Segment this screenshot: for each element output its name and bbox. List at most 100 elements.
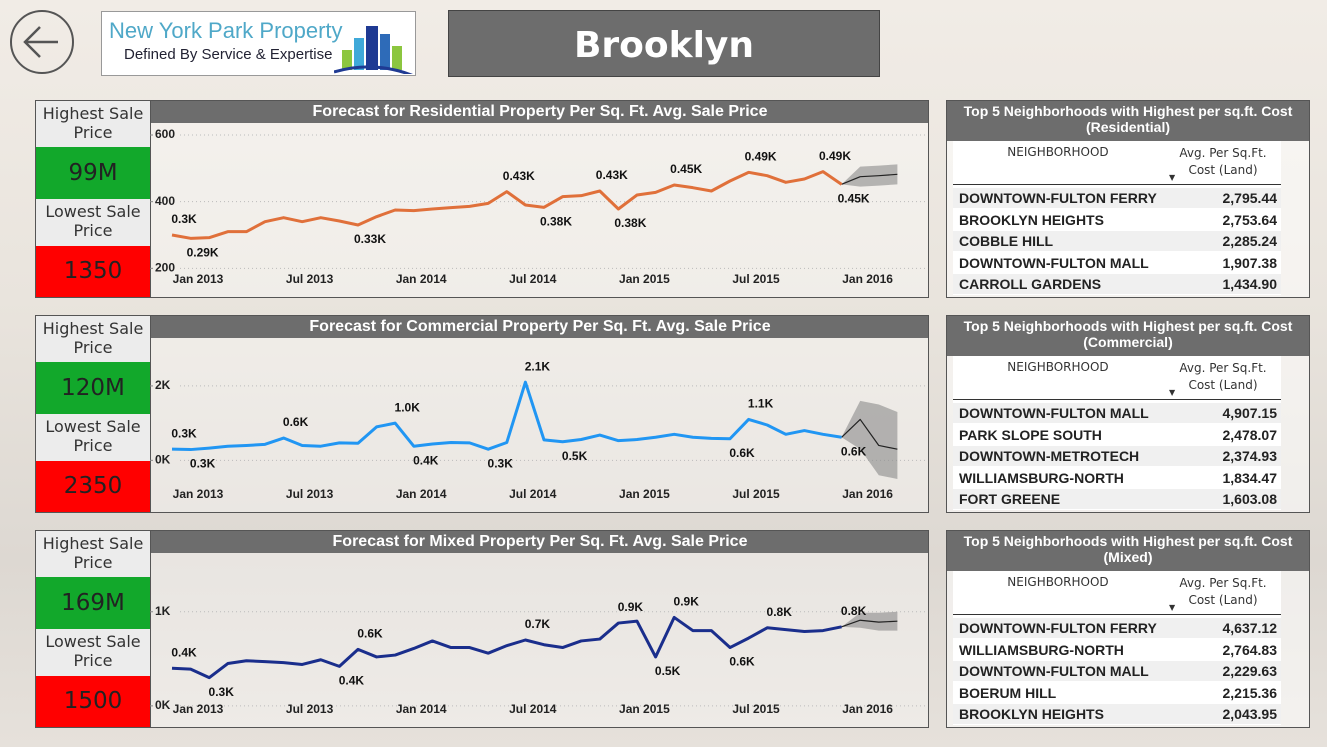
table-panel: Top 5 Neighborhoods with Highest per sq.… [946, 315, 1310, 513]
y-tick-label: 0K [155, 698, 171, 712]
x-tick-label: Jul 2014 [509, 702, 557, 716]
kpi-label: Lowest Sale Price [36, 414, 150, 461]
chart-panel [150, 100, 929, 298]
data-label: 0.6K [729, 446, 755, 460]
y-tick-label: 600 [155, 127, 175, 141]
x-tick-label: Jan 2013 [173, 702, 224, 716]
forecast-band [841, 164, 898, 187]
data-label: 2.1K [525, 359, 551, 373]
cell-value: 2,374.93 [1222, 448, 1278, 465]
x-tick-label: Jan 2016 [842, 272, 893, 286]
data-label: 0.49K [745, 150, 777, 164]
column-header: NEIGHBORHOOD [1007, 575, 1109, 589]
kpi-label: Highest Sale Price [36, 531, 150, 577]
cell-value: 2,215.36 [1222, 684, 1278, 701]
x-tick-label: Jul 2015 [732, 702, 780, 716]
data-label: 0.4K [171, 645, 197, 659]
kpi-value: 120M [36, 362, 150, 414]
cell-value: 2,764.83 [1222, 641, 1278, 658]
table-title: Top 5 Neighborhoods with Highest per sq.… [947, 101, 1309, 141]
table-row [953, 446, 1281, 467]
table-title: Top 5 Neighborhoods with Highest per sq.… [947, 531, 1309, 571]
table-title: Top 5 Neighborhoods with Highest per sq.… [947, 316, 1309, 356]
table-body: NEIGHBORHOOD Avg. Per Sq.Ft. Cost (Land) ▼… [953, 571, 1281, 725]
x-tick-label: Jul 2015 [732, 487, 780, 501]
data-label: 0.3K [190, 457, 216, 471]
x-tick-label: Jan 2014 [396, 272, 447, 286]
cell-name: CARROLL GARDENS [959, 276, 1102, 293]
cell-value: 2,753.64 [1222, 211, 1278, 228]
data-label: 0.8K [841, 604, 867, 618]
x-tick-label: Jan 2016 [842, 487, 893, 501]
x-tick-label: Jan 2015 [619, 272, 670, 286]
chart-title: Forecast for Residential Property Per Sq… [313, 103, 768, 120]
forecast-line [841, 173, 898, 185]
cell-value: 2,285.24 [1222, 233, 1278, 250]
logo-name: New York Park Property [109, 18, 343, 43]
logo: New York Park Property Defined By Servic… [101, 11, 416, 76]
data-label: 0.6K [841, 444, 867, 458]
cell-value: 1,603.08 [1222, 491, 1278, 508]
data-label: 0.9K [618, 600, 644, 614]
table-row [953, 704, 1281, 725]
cell-name: BROOKLYN HEIGHTS [959, 211, 1104, 228]
y-tick-label: 400 [155, 194, 175, 208]
chart-title: Forecast for Mixed Property Per Sq. Ft. … [333, 533, 748, 550]
kpi-panel: Highest Sale Price 169M Lowest Sale Price 1… [35, 530, 151, 728]
kpi-value: 1350 [36, 246, 150, 297]
data-label: 0.3K [171, 212, 197, 226]
x-tick-label: Jan 2014 [396, 487, 447, 501]
x-tick-label: Jul 2013 [286, 702, 334, 716]
x-tick-label: Jan 2013 [173, 272, 224, 286]
logo-tagline: Defined By Service & Expertise [124, 46, 333, 63]
cell-value: 1,834.47 [1222, 469, 1278, 486]
back-circle [10, 10, 74, 74]
data-line [171, 170, 843, 240]
column-header: Avg. Per Sq.Ft. Cost (Land) [1179, 361, 1267, 392]
sort-icon: ▼ [1169, 603, 1176, 612]
data-line [171, 615, 842, 680]
cell-value: 4,637.12 [1222, 620, 1278, 636]
header-rule [953, 399, 1281, 400]
cell-name: DOWNTOWN-FULTON FERRY [959, 190, 1157, 206]
kpi-value: 169M [36, 577, 150, 629]
table-row [953, 231, 1281, 252]
header-rule [953, 614, 1281, 615]
kpi-panel: Highest Sale Price 120M Lowest Sale Price 2… [35, 315, 151, 513]
kpi-value: 2350 [36, 461, 150, 512]
back-button[interactable] [8, 8, 76, 76]
x-tick-label: Jul 2014 [509, 487, 557, 501]
data-label: 0.29K [187, 246, 219, 260]
data-label: 0.4K [413, 453, 439, 467]
table-panel: Top 5 Neighborhoods with Highest per sq.… [946, 530, 1310, 728]
data-label: 0.6K [283, 415, 309, 429]
column-header: Avg. Per Sq.Ft. Cost (Land) [1179, 576, 1267, 607]
x-tick-label: Jul 2013 [286, 272, 334, 286]
data-label: 0.43K [503, 169, 535, 183]
cell-value: 1,907.38 [1222, 254, 1278, 271]
kpi-label: Highest Sale Price [36, 101, 150, 147]
table-row [953, 252, 1281, 273]
data-label: 0.38K [614, 216, 646, 230]
data-label: 0.33K [354, 232, 386, 246]
y-tick-label: 200 [155, 261, 175, 275]
data-label: 0.45K [838, 192, 870, 206]
cell-value: 2,043.95 [1222, 706, 1278, 723]
data-label: 0.3K [171, 426, 197, 440]
table-row [953, 188, 1281, 208]
table-row [953, 467, 1281, 488]
data-label: 0.38K [540, 215, 572, 229]
chart-title: Forecast for Commercial Property Per Sq.… [309, 318, 770, 335]
chart-title-bar [151, 316, 928, 338]
forecast-line [841, 418, 898, 450]
cell-value: 2,478.07 [1222, 426, 1278, 443]
table-row [953, 403, 1281, 423]
table-row [953, 682, 1281, 703]
table-body: NEIGHBORHOOD Avg. Per Sq.Ft. Cost (Land) ▼… [953, 141, 1281, 295]
y-tick-label: 0K [155, 453, 171, 467]
table-row [953, 661, 1281, 682]
column-header: NEIGHBORHOOD [1007, 145, 1109, 159]
cell-name: FORT GREENE [959, 491, 1061, 508]
